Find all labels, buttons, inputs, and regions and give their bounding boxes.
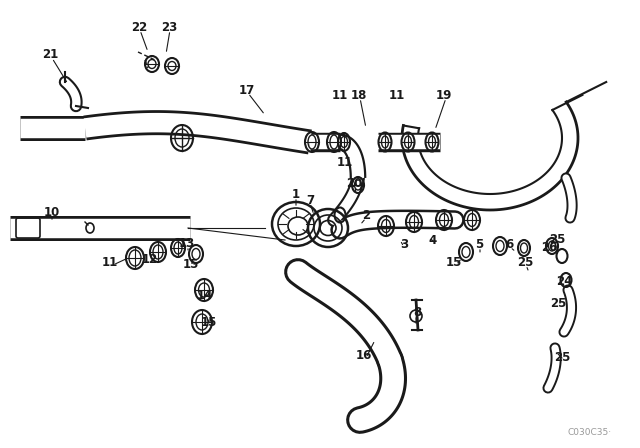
Text: 11: 11 [337, 155, 353, 168]
Text: 16: 16 [356, 349, 372, 362]
Text: 4: 4 [429, 233, 437, 246]
Text: 25: 25 [517, 255, 533, 268]
Text: 11: 11 [332, 89, 348, 102]
Text: 11: 11 [389, 89, 405, 102]
Text: 19: 19 [436, 89, 452, 102]
Text: 17: 17 [239, 83, 255, 96]
Text: 15: 15 [201, 315, 217, 328]
Text: 6: 6 [505, 237, 513, 250]
Text: 15: 15 [446, 255, 462, 268]
Text: 2: 2 [362, 208, 370, 221]
Text: 14: 14 [197, 289, 213, 302]
Text: 1: 1 [292, 188, 300, 201]
Text: 25: 25 [554, 350, 570, 363]
Text: 26: 26 [541, 241, 557, 254]
Text: 8: 8 [413, 306, 421, 319]
Text: 20: 20 [346, 177, 362, 190]
Text: 24: 24 [556, 275, 572, 288]
Text: 23: 23 [161, 21, 177, 34]
Text: 15: 15 [183, 258, 199, 271]
Text: 3: 3 [400, 237, 408, 250]
Text: 11: 11 [102, 255, 118, 268]
Text: 13: 13 [179, 237, 195, 250]
Text: 21: 21 [42, 47, 58, 60]
Text: 12: 12 [142, 253, 158, 266]
Text: 7: 7 [306, 194, 314, 207]
Text: 25: 25 [549, 233, 565, 246]
Text: 18: 18 [351, 89, 367, 102]
Text: 25: 25 [550, 297, 566, 310]
Text: 10: 10 [44, 206, 60, 219]
Text: 22: 22 [131, 21, 147, 34]
Text: 5: 5 [475, 237, 483, 250]
Text: C030C35·: C030C35· [568, 427, 612, 436]
